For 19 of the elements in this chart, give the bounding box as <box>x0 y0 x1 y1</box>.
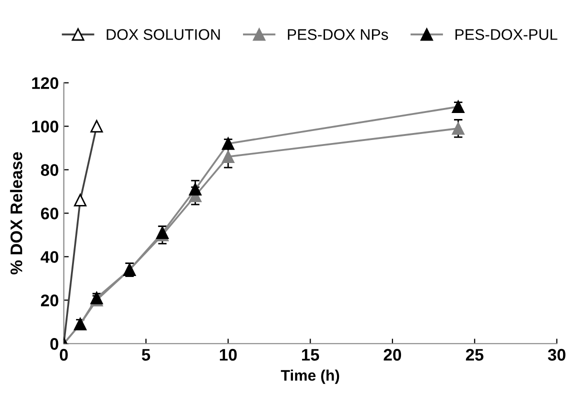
x-tick-label: 25 <box>466 348 484 361</box>
x-axis-title: Time (h) <box>280 370 340 384</box>
x-tick-label: 10 <box>220 348 237 361</box>
x-tick-label: 5 <box>142 349 150 361</box>
y-tick-label: 0 <box>50 338 58 350</box>
x-tick-label: 15 <box>302 349 320 361</box>
y-tick-label: 100 <box>32 120 58 132</box>
x-tick-label: 20 <box>384 348 402 361</box>
x-tick-label: 30 <box>548 348 566 361</box>
y-axis-title: % DOX Release <box>10 152 22 274</box>
legend-label: DOX SOLUTION <box>106 29 220 40</box>
y-tick-label: 60 <box>41 208 58 220</box>
legend-label: PES-DOX-PUL <box>456 29 558 40</box>
y-tick-label: 80 <box>40 164 58 176</box>
y-tick-label: 120 <box>32 77 58 90</box>
y-tick-label: 40 <box>40 251 58 263</box>
y-tick-label: 20 <box>40 294 58 306</box>
x-tick-label: 0 <box>60 348 68 361</box>
legend-label: PES-DOX NPs <box>288 29 388 40</box>
